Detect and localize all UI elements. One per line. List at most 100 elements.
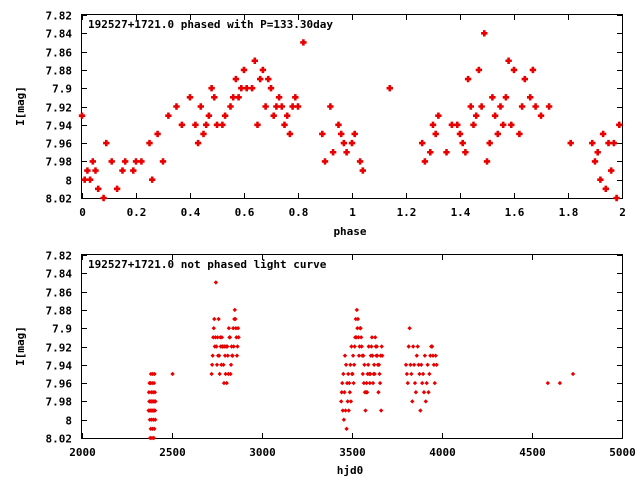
data-point xyxy=(403,362,409,367)
x-tick-label: 1.2 xyxy=(397,206,417,219)
data-point xyxy=(248,85,256,92)
data-point xyxy=(343,362,349,367)
data-point xyxy=(340,139,348,147)
y-tick-label: 7.88 xyxy=(46,65,73,78)
data-point xyxy=(373,335,378,340)
data-point xyxy=(354,307,360,313)
data-point xyxy=(377,371,382,377)
data-point xyxy=(363,408,368,413)
data-point xyxy=(376,362,382,367)
data-point xyxy=(405,380,410,386)
data-point xyxy=(335,121,342,128)
x-axis-label: hjd0 xyxy=(337,464,364,477)
data-point xyxy=(360,371,365,377)
data-point xyxy=(505,57,512,64)
data-point xyxy=(343,408,348,413)
data-point xyxy=(350,371,355,377)
data-point xyxy=(421,158,429,165)
data-point xyxy=(151,380,157,386)
data-point xyxy=(489,94,496,101)
data-point xyxy=(294,103,302,110)
data-point xyxy=(464,75,472,83)
x-tick-label: 0.6 xyxy=(235,206,255,219)
data-point xyxy=(231,326,236,331)
data-point xyxy=(103,139,110,147)
data-point xyxy=(500,121,507,128)
data-point xyxy=(412,380,418,386)
data-point xyxy=(95,185,102,193)
data-point xyxy=(108,158,115,165)
data-point xyxy=(423,399,428,404)
data-point xyxy=(418,408,423,413)
data-point xyxy=(286,130,294,138)
y-tick-label: 8.02 xyxy=(46,433,73,446)
y-axis-label: I[mag] xyxy=(14,86,27,126)
data-point xyxy=(234,353,240,358)
data-point xyxy=(545,380,551,386)
x-tick-label: 2500 xyxy=(159,446,186,459)
data-point xyxy=(347,380,352,386)
data-point xyxy=(470,121,477,128)
data-point xyxy=(341,417,347,422)
data-point xyxy=(497,103,504,110)
data-point xyxy=(225,353,230,358)
data-point xyxy=(349,344,354,349)
y-tick-label: 7.94 xyxy=(46,120,73,133)
data-point xyxy=(265,75,272,83)
data-point xyxy=(406,344,411,349)
data-point xyxy=(132,158,140,165)
y-tick-label: 7.82 xyxy=(46,250,73,263)
data-point xyxy=(605,139,612,147)
data-point xyxy=(459,139,466,147)
data-point xyxy=(194,139,202,147)
chart-title: 192527+1721.0 phased with P=133.30day xyxy=(88,18,333,31)
data-point xyxy=(227,335,233,340)
data-point xyxy=(429,344,435,349)
y-tick-label: 7.9 xyxy=(52,83,72,96)
x-tick-label: 0.4 xyxy=(181,206,201,219)
data-point xyxy=(348,139,356,147)
data-point xyxy=(113,185,121,193)
data-point xyxy=(411,362,417,367)
data-point xyxy=(221,362,226,367)
data-point xyxy=(355,326,360,331)
data-point xyxy=(527,94,534,101)
data-point xyxy=(473,112,480,119)
y-tick-label: 7.9 xyxy=(52,323,72,336)
data-point xyxy=(228,362,234,367)
data-point xyxy=(344,426,349,432)
data-point xyxy=(208,85,215,92)
y-tick-label: 7.84 xyxy=(46,268,73,281)
data-point xyxy=(225,344,230,349)
data-point xyxy=(494,130,501,138)
data-point xyxy=(502,94,510,101)
data-point xyxy=(532,103,539,110)
data-point xyxy=(411,344,416,349)
data-point xyxy=(342,390,347,395)
data-point xyxy=(211,94,218,101)
y-tick-label: 8 xyxy=(65,175,72,188)
data-point xyxy=(214,344,219,349)
data-point xyxy=(238,85,245,92)
y-tick-label: 8.02 xyxy=(46,193,73,206)
y-tick-label: 7.86 xyxy=(46,47,73,60)
data-point xyxy=(377,380,383,386)
data-point xyxy=(152,390,158,395)
data-point xyxy=(367,380,373,386)
data-point xyxy=(223,371,228,377)
y-tick-label: 7.98 xyxy=(46,396,73,409)
data-point xyxy=(209,371,214,377)
data-point xyxy=(529,66,537,74)
data-point xyxy=(358,326,363,331)
data-point xyxy=(370,380,376,386)
data-point xyxy=(240,66,248,74)
data-point xyxy=(420,371,426,377)
data-point xyxy=(226,326,232,331)
data-point xyxy=(209,362,215,367)
data-point xyxy=(358,335,364,340)
data-point xyxy=(462,149,469,156)
chart-title: 192527+1721.0 not phased light curve xyxy=(88,258,327,271)
data-point xyxy=(426,390,431,395)
data-point xyxy=(425,362,430,367)
data-point xyxy=(602,185,609,193)
